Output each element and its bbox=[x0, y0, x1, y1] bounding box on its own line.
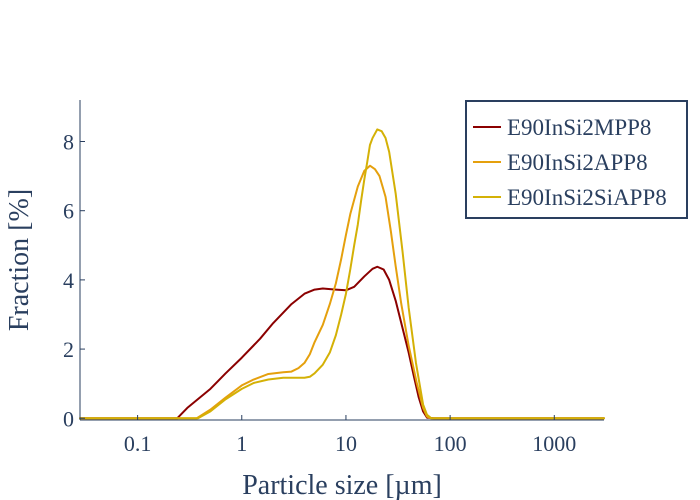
y-tick-label-5: 8 bbox=[63, 130, 74, 155]
y-tick-label-2: 2 bbox=[63, 337, 74, 362]
legend-box bbox=[465, 100, 688, 219]
series-line-1 bbox=[79, 265, 605, 420]
y-axis-title: Fraction [%] bbox=[4, 189, 35, 331]
plot-area bbox=[79, 128, 605, 420]
series-line-3 bbox=[79, 128, 605, 420]
y-tick-label-4: 6 bbox=[63, 199, 74, 224]
y-tick-label-1: 0 bbox=[63, 406, 74, 431]
x-tick-label-2: 1 bbox=[236, 431, 247, 456]
axes bbox=[79, 100, 604, 421]
x-tick-label-3: 10 bbox=[335, 431, 357, 456]
legend-label-1: E90InSi2MPP8 bbox=[507, 115, 651, 140]
series-line-2 bbox=[79, 164, 605, 420]
x-ticks: 0.1 1 10 100 1000 bbox=[124, 415, 576, 456]
legend-label-3: E90InSi2SiAPP8 bbox=[507, 185, 667, 210]
legend: E90InSi2MPP8 E90InSi2APP8 E90InSi2SiAPP8 bbox=[465, 100, 688, 219]
y-ticks: 0 2 4 6 8 bbox=[63, 130, 85, 431]
y-tick-label-3: 4 bbox=[63, 268, 74, 293]
x-axis-title: Particle size [µm] bbox=[242, 470, 442, 500]
x-tick-label-1: 0.1 bbox=[124, 431, 152, 456]
legend-label-2: E90InSi2APP8 bbox=[507, 150, 648, 175]
x-tick-label-4: 100 bbox=[434, 431, 467, 456]
x-tick-label-5: 1000 bbox=[532, 431, 576, 456]
